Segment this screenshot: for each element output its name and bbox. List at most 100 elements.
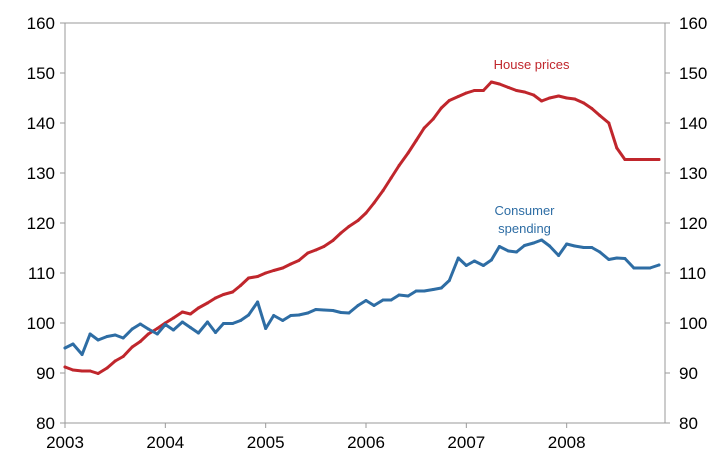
consumer-spending-point xyxy=(214,331,217,334)
house-prices-point xyxy=(146,332,150,336)
house-prices-point xyxy=(322,245,326,248)
ytick-90-left-label: 90 xyxy=(36,364,55,383)
house-prices-point xyxy=(582,101,586,105)
xtick-2007-label: 2007 xyxy=(447,433,485,452)
consumer-spending-point xyxy=(272,314,276,317)
ytick-80-right-label: 80 xyxy=(679,414,698,433)
house-prices-point xyxy=(657,158,661,161)
house-prices-point xyxy=(356,219,360,222)
house-prices-point xyxy=(381,189,385,192)
consumer-spending-point xyxy=(632,266,636,270)
house-prices-point xyxy=(155,327,159,330)
xtick-2003-label: 2003 xyxy=(46,433,84,452)
consumer-spending-point xyxy=(347,311,351,315)
house-prices-point xyxy=(372,201,376,205)
consumer-spending-point xyxy=(598,250,602,254)
consumer-spending-point xyxy=(456,256,460,260)
house-prices-point xyxy=(63,365,67,369)
consumer-spending-point xyxy=(281,319,285,322)
ytick-160-right-label: 160 xyxy=(679,14,707,33)
xtick-2005-label: 2005 xyxy=(247,433,285,452)
consumer-spending-point xyxy=(322,308,326,312)
ytick-140-left-label: 140 xyxy=(27,114,55,133)
house-prices-point xyxy=(80,369,84,373)
xtick-2006-label: 2006 xyxy=(347,433,385,452)
consumer-spending-point xyxy=(88,332,92,336)
consumer-spending-point xyxy=(648,266,652,270)
plot-area xyxy=(64,22,666,424)
consumer-spending-point xyxy=(146,327,150,331)
house-prices-point xyxy=(507,86,510,89)
consumer-spending-point xyxy=(507,249,510,253)
house-prices-point xyxy=(130,345,134,349)
house-prices-point xyxy=(297,259,301,262)
house-prices-point xyxy=(214,296,217,300)
house-prices-point xyxy=(289,262,293,266)
consumer-spending-point xyxy=(615,256,619,260)
house-prices-label: House prices xyxy=(494,57,570,72)
consumer-spending-point xyxy=(196,331,200,335)
series-lines xyxy=(63,80,661,375)
ytick-120-left-label: 120 xyxy=(27,214,55,233)
house-prices-point xyxy=(113,359,117,363)
house-prices-point xyxy=(264,271,268,275)
consumer-spending-point xyxy=(439,286,443,290)
house-prices-point xyxy=(281,266,285,270)
house-prices-point xyxy=(590,107,594,110)
house-prices-point xyxy=(222,293,225,296)
house-prices-point xyxy=(406,151,410,155)
consumer-spending-point xyxy=(515,250,518,254)
consumer-spending-point xyxy=(447,279,451,282)
house-prices-point xyxy=(389,176,393,180)
house-prices-point xyxy=(598,114,602,117)
consumer-spending-point xyxy=(657,263,661,267)
ytick-80-left-label: 80 xyxy=(36,414,55,433)
consumer-spending-point xyxy=(389,298,393,302)
consumer-spending-point xyxy=(121,336,125,340)
consumer-spending-point xyxy=(331,309,335,312)
xtick-2008-label: 2008 xyxy=(548,433,586,452)
consumer-spending-point xyxy=(80,353,84,356)
house-prices-point xyxy=(397,164,401,167)
house-prices-point xyxy=(196,306,200,310)
house-prices-point xyxy=(414,139,418,142)
house-prices-point xyxy=(497,82,501,86)
house-prices-point xyxy=(138,340,142,343)
consumer-spending-point xyxy=(356,304,360,307)
consumer-spending-point xyxy=(96,338,100,342)
consumer-spending-point xyxy=(481,264,485,267)
ytick-100-right-label: 100 xyxy=(679,314,707,333)
house-prices-point xyxy=(523,90,526,94)
consumer-spending-point xyxy=(239,319,243,322)
consumer-spending-point xyxy=(71,342,75,346)
consumer-spending-point xyxy=(105,335,109,338)
consumer-spending-point xyxy=(171,328,175,332)
house-prices-point xyxy=(306,251,310,255)
right-y-axis: 80 90 100 110 120 130 140 150 160 xyxy=(665,14,707,433)
consumer-spending-point xyxy=(163,323,167,326)
consumer-spending-point xyxy=(339,311,343,314)
consumer-spending-point xyxy=(314,308,318,311)
house-prices-point xyxy=(607,121,611,125)
consumer-spending-point xyxy=(297,313,301,317)
house-prices-point xyxy=(121,355,125,358)
consumer-spending-point xyxy=(372,304,376,307)
house-prices-point xyxy=(623,158,627,161)
house-prices-point xyxy=(231,290,235,294)
house-prices-point xyxy=(422,126,426,130)
consumer-spending-point xyxy=(381,298,385,302)
house-prices-point xyxy=(557,94,561,98)
house-prices-point xyxy=(489,80,493,84)
ytick-130-right-label: 130 xyxy=(679,164,707,183)
house-prices-point xyxy=(648,158,652,161)
consumer-spending-point xyxy=(289,314,293,317)
house-prices-point xyxy=(565,96,569,100)
house-prices-point xyxy=(256,275,260,278)
consumer-spending-point xyxy=(431,288,435,291)
ytick-90-right-label: 90 xyxy=(679,364,698,383)
house-prices-point xyxy=(640,158,644,161)
house-prices-point xyxy=(188,312,192,316)
consumer-spending-point xyxy=(231,322,235,325)
consumer-spending-point xyxy=(573,244,577,248)
